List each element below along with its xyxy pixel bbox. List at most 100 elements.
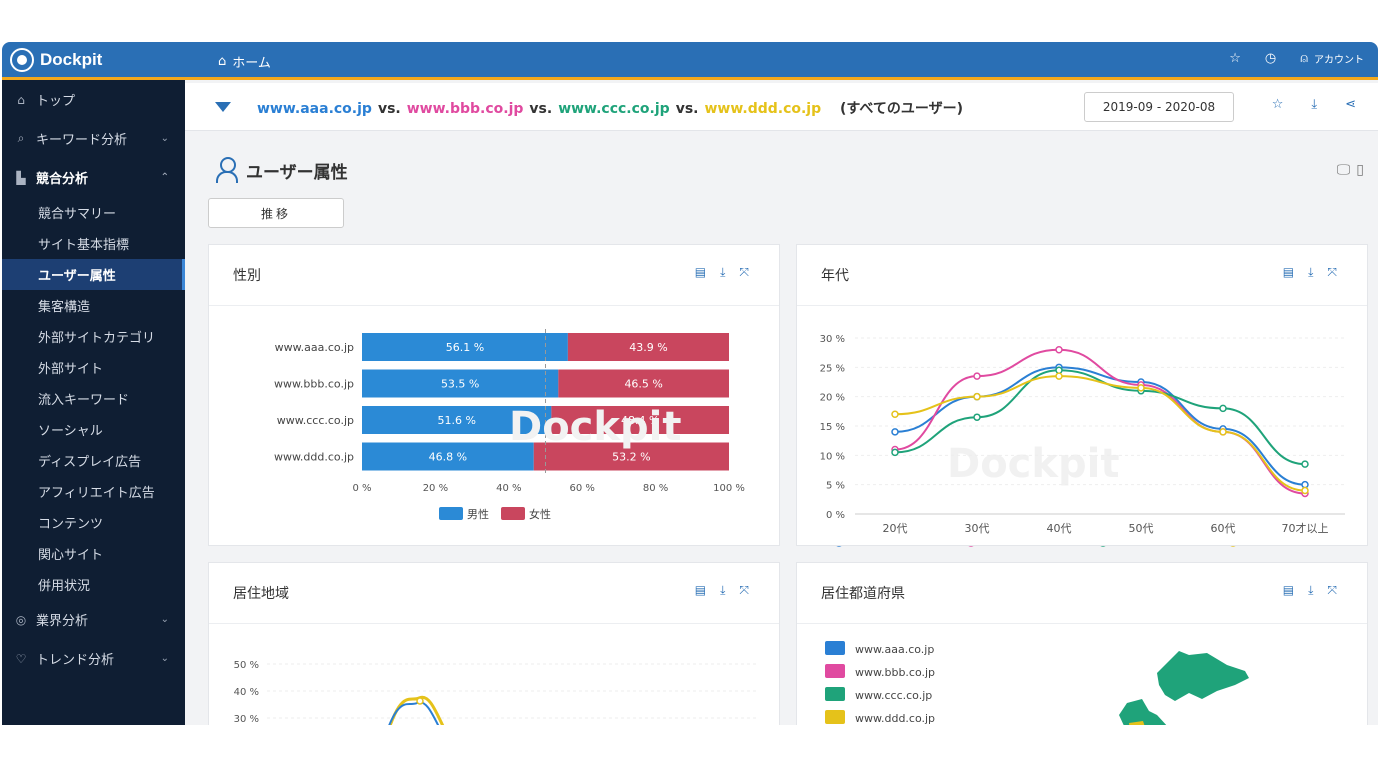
sidebar-sub-item[interactable]: ディスプレイ広告 [38, 455, 142, 470]
legend-swatch [501, 507, 525, 520]
sidebar-sub-item[interactable]: コンテンツ [38, 517, 104, 532]
download-icon[interactable]: ⤓ [1308, 583, 1314, 597]
segment-label: (すべてのユーザー) [840, 101, 963, 117]
series-line [894, 369, 1306, 466]
chevron-up-icon: ⌃ [160, 172, 169, 183]
legend-next-icon: ▶ [1330, 546, 1339, 547]
card-title: 年代 [821, 268, 849, 284]
download-icon[interactable]: ⤓ [720, 583, 726, 597]
mobile-icon[interactable]: ▯ [1356, 162, 1364, 178]
x-tick-label: 60 % [569, 483, 594, 494]
x-tick-label: 30代 [965, 522, 990, 535]
bar-segment [551, 406, 729, 434]
legend-swatch [439, 507, 463, 520]
legend-label: www.ccc.co.jp [855, 689, 932, 702]
data-label: 46.8 % [429, 451, 467, 464]
download-icon[interactable]: ⤓ [1308, 265, 1314, 279]
bar-segment [567, 333, 729, 361]
bar-segment [558, 369, 729, 398]
favorite-icon[interactable]: ☆ [1271, 97, 1284, 112]
prefecture-card: 居住都道府県 ▤ ⤓ ⤧ www.aaa.co.jp www.bbb.co.jp w… [796, 562, 1368, 725]
sidebar-item-trend[interactable]: ♡ トレンド分析 ⌄ [2, 639, 185, 678]
x-tick-label: 40 % [496, 483, 521, 494]
data-point [416, 697, 424, 705]
download-icon[interactable]: ⤓ [1311, 97, 1318, 112]
bar-segment [362, 442, 534, 471]
site-c: www.ccc.co.jp [558, 101, 670, 117]
sidebar-sub-item[interactable]: 競合サマリー [38, 207, 117, 222]
y-tick-label: 30 % [234, 714, 259, 725]
sidebar-item-keyword[interactable]: ⌕ キーワード分析 ⌄ [2, 119, 185, 158]
home-icon: ⌂ [218, 54, 227, 69]
account-menu[interactable]: ⍝ アカウント [1300, 51, 1364, 66]
sidebar-sub-item[interactable]: 併用状況 [38, 579, 91, 594]
sidebar-sub-item[interactable]: 外部サイトカテゴリ [38, 331, 156, 346]
x-tick-label: 60代 [1211, 522, 1236, 535]
data-label: 53.5 % [441, 378, 479, 391]
sidebar: ⌂ トップ ⌕ キーワード分析 ⌄ ▙ 競合分析 ⌃ 競合サマリー サイト基本指… [2, 80, 185, 725]
expand-icon[interactable]: ⤧ [1327, 265, 1337, 279]
chevron-down-icon: ⌄ [160, 653, 169, 664]
x-tick-label: 0 % [352, 483, 371, 494]
chevron-down-icon: ⌄ [160, 133, 169, 144]
y-tick-label: 25 % [820, 363, 845, 374]
y-tick-label: 10 % [820, 451, 845, 462]
sidebar-sub-item[interactable]: サイト基本指標 [38, 238, 130, 253]
expand-icon[interactable]: ⤧ [739, 265, 749, 279]
favorite-icon[interactable]: ☆ [1229, 51, 1241, 66]
x-tick-label: 40代 [1047, 522, 1072, 535]
x-tick-label: 20代 [883, 522, 908, 535]
sidebar-item-competitor[interactable]: ▙ 競合分析 ⌃ [2, 158, 185, 197]
category-label: www.aaa.co.jp [275, 341, 354, 354]
legend-swatch [825, 664, 845, 678]
data-label: 48.4 % [621, 414, 659, 427]
region-card: 居住地域 ▤ ⤓ ⤧ 30 % 40 % 50 % Dockpit [208, 562, 780, 725]
report-icon[interactable]: ▤ [694, 583, 707, 597]
share-icon[interactable]: ⋖ [1345, 97, 1356, 112]
home-link[interactable]: ⌂ ホーム [218, 52, 271, 71]
data-point [891, 410, 899, 419]
data-point [891, 428, 899, 436]
sidebar-sub-item-active[interactable]: ユーザー属性 [2, 259, 185, 290]
page-title: ユーザー属性 [216, 157, 348, 183]
legend-page: 1/2 [1307, 546, 1325, 547]
category-label: www.ddd.co.jp [274, 451, 354, 464]
data-point [973, 392, 981, 401]
sidebar-sub-item[interactable]: 関心サイト [38, 548, 104, 563]
prefecture-map: www.aaa.co.jp www.bbb.co.jp www.ccc.co.jp w… [825, 641, 1249, 725]
legend-label: www.aaa.co.jp [855, 643, 934, 656]
vs-label: vs. [529, 101, 553, 117]
sidebar-item-label: トレンド分析 [36, 653, 115, 668]
data-point [1055, 372, 1063, 380]
sidebar-sub-item[interactable]: ソーシャル [38, 424, 103, 439]
legend-swatch [825, 687, 845, 701]
date-range-picker[interactable]: 2019-09 - 2020-08 [1084, 92, 1234, 122]
logo-icon [10, 48, 34, 72]
report-icon[interactable]: ▤ [1282, 583, 1295, 597]
data-point [1301, 460, 1309, 468]
sidebar-sub-item[interactable]: 流入キーワード [38, 393, 130, 408]
collapse-toggle-icon[interactable] [215, 102, 231, 112]
watermark: Dockpit [509, 404, 681, 450]
report-icon[interactable]: ▤ [694, 265, 707, 279]
legend-swatch [825, 641, 845, 655]
sidebar-sub-item[interactable]: 外部サイト [38, 362, 104, 377]
report-icon[interactable]: ▤ [1282, 265, 1295, 279]
history-icon[interactable]: ◷ [1264, 51, 1277, 66]
expand-icon[interactable]: ⤧ [739, 583, 749, 597]
sidebar-sub-item[interactable]: アフィリエイト広告 [38, 486, 155, 501]
y-tick-label: 15 % [820, 422, 845, 433]
sidebar-item-top[interactable]: ⌂ トップ [2, 80, 185, 119]
x-tick-label: 70才以上 [1282, 521, 1329, 535]
data-point [973, 372, 981, 380]
data-label: 51.6 % [437, 414, 475, 427]
legend-swatch [825, 710, 845, 724]
desktop-icon[interactable]: 🖵 [1336, 162, 1351, 178]
sidebar-sub-item[interactable]: 集客構造 [38, 300, 91, 315]
expand-icon[interactable]: ⤧ [1327, 583, 1337, 597]
logo[interactable]: Dockpit [10, 48, 102, 72]
data-point [1301, 486, 1309, 495]
download-icon[interactable]: ⤓ [720, 265, 726, 279]
trend-tab-button[interactable]: 推移 [208, 198, 344, 228]
sidebar-item-industry[interactable]: ◎ 業界分析 ⌄ [2, 600, 185, 639]
